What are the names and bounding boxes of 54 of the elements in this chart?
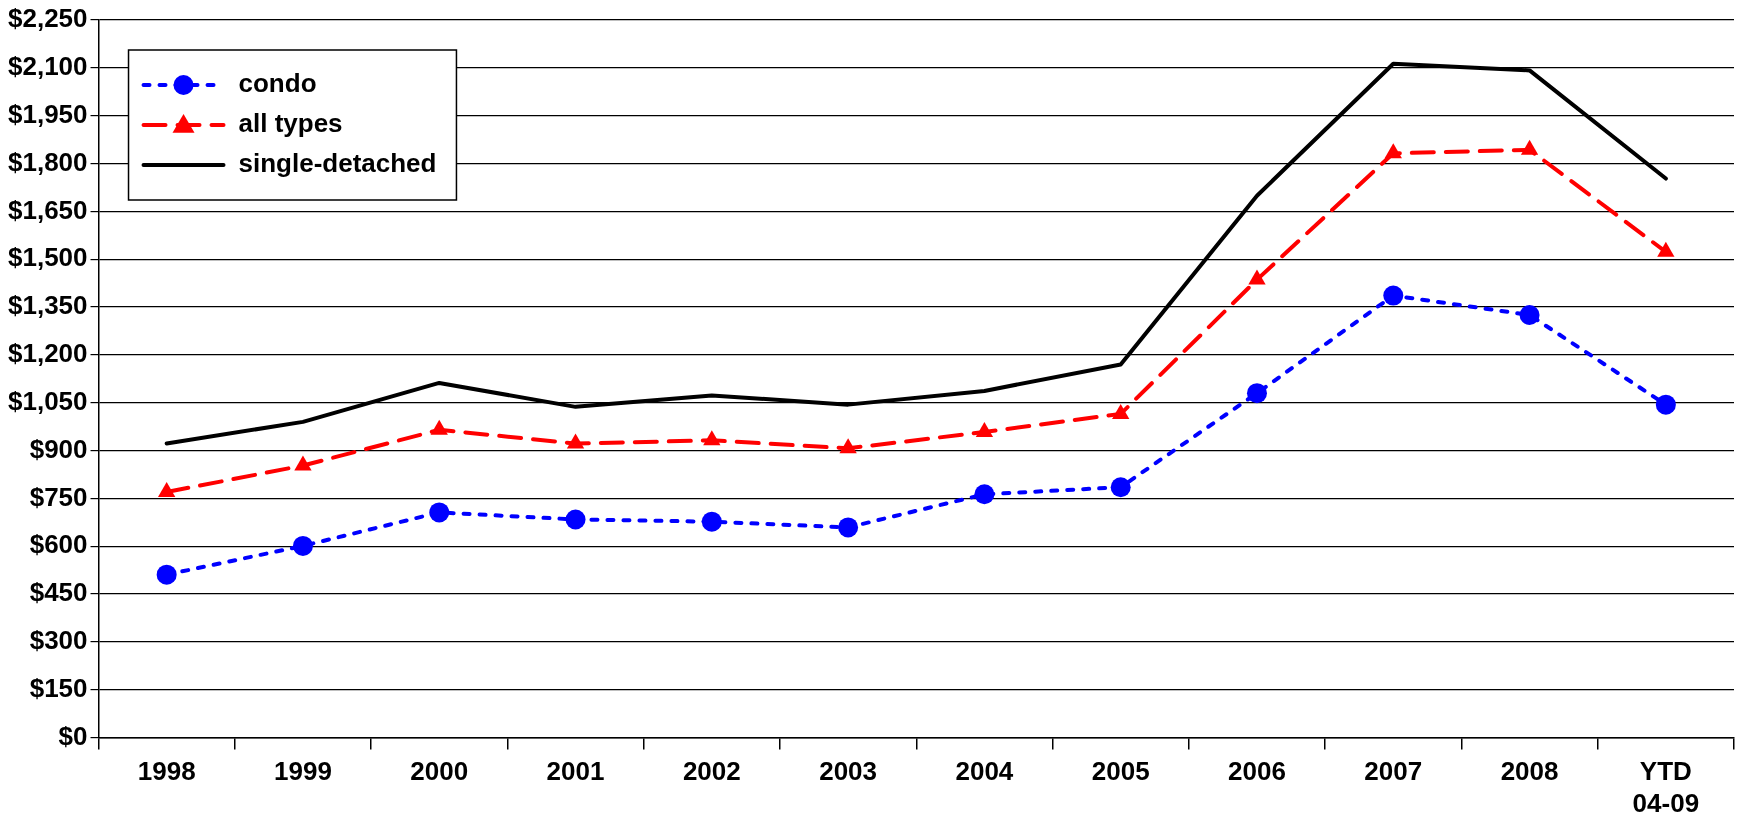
point	[565, 509, 586, 530]
y-tick-label: $1,950	[7, 98, 88, 129]
y-tick-label: $1,200	[7, 338, 88, 369]
y-tick-label: $1,050	[7, 385, 88, 416]
y-tick-label: $450	[29, 577, 88, 608]
x-tick-label: 2002	[682, 756, 741, 787]
x-tick-label: 1999	[274, 756, 332, 787]
point	[1384, 143, 1402, 159]
x-tick-label: 2000	[410, 756, 469, 787]
legend-label: condo	[238, 68, 317, 99]
point	[1246, 383, 1267, 404]
y-tick-label: $1,350	[7, 290, 88, 321]
y-tick-label: $1,650	[7, 194, 88, 225]
x-tick-label: YTD 04-09	[1632, 756, 1700, 818]
point	[975, 422, 994, 438]
y-tick-label: $750	[29, 481, 88, 512]
y-tick-label: $1,800	[7, 146, 88, 177]
y-tick-label: $150	[29, 672, 88, 703]
point	[974, 484, 995, 505]
point	[839, 438, 857, 454]
y-tick-label: $600	[29, 529, 88, 560]
point	[1112, 403, 1130, 419]
x-tick-label: 2008	[1500, 756, 1559, 787]
point	[701, 511, 722, 532]
point	[1110, 477, 1131, 498]
point	[294, 455, 312, 471]
y-tick-label: $2,250	[7, 3, 88, 34]
x-tick-label: 2004	[955, 756, 1014, 787]
point	[703, 430, 721, 446]
y-tick-label: $1,500	[7, 242, 88, 273]
point	[292, 535, 313, 556]
x-tick-label: 2006	[1228, 756, 1286, 787]
y-tick-label: $0	[58, 720, 88, 751]
legend-label: all types	[238, 108, 343, 139]
y-tick-label: $300	[29, 625, 88, 656]
point	[838, 517, 859, 538]
x-tick-label: 2003	[819, 756, 878, 787]
y-tick-label: $2,100	[7, 51, 88, 82]
point	[430, 419, 448, 435]
x-tick-label: 2005	[1091, 756, 1150, 787]
y-tick-label: $900	[29, 433, 88, 464]
legend-label: single-detached	[238, 148, 437, 179]
point	[429, 502, 450, 523]
point	[1655, 394, 1676, 415]
point	[158, 482, 176, 498]
point	[156, 564, 177, 585]
point	[1657, 241, 1675, 257]
point	[1248, 269, 1266, 285]
point	[566, 433, 585, 449]
point	[1520, 139, 1539, 155]
point	[1383, 285, 1404, 306]
x-tick-label: 2007	[1364, 756, 1423, 787]
x-tick-label: 2001	[546, 756, 605, 787]
x-tick-label: 1998	[137, 756, 196, 787]
